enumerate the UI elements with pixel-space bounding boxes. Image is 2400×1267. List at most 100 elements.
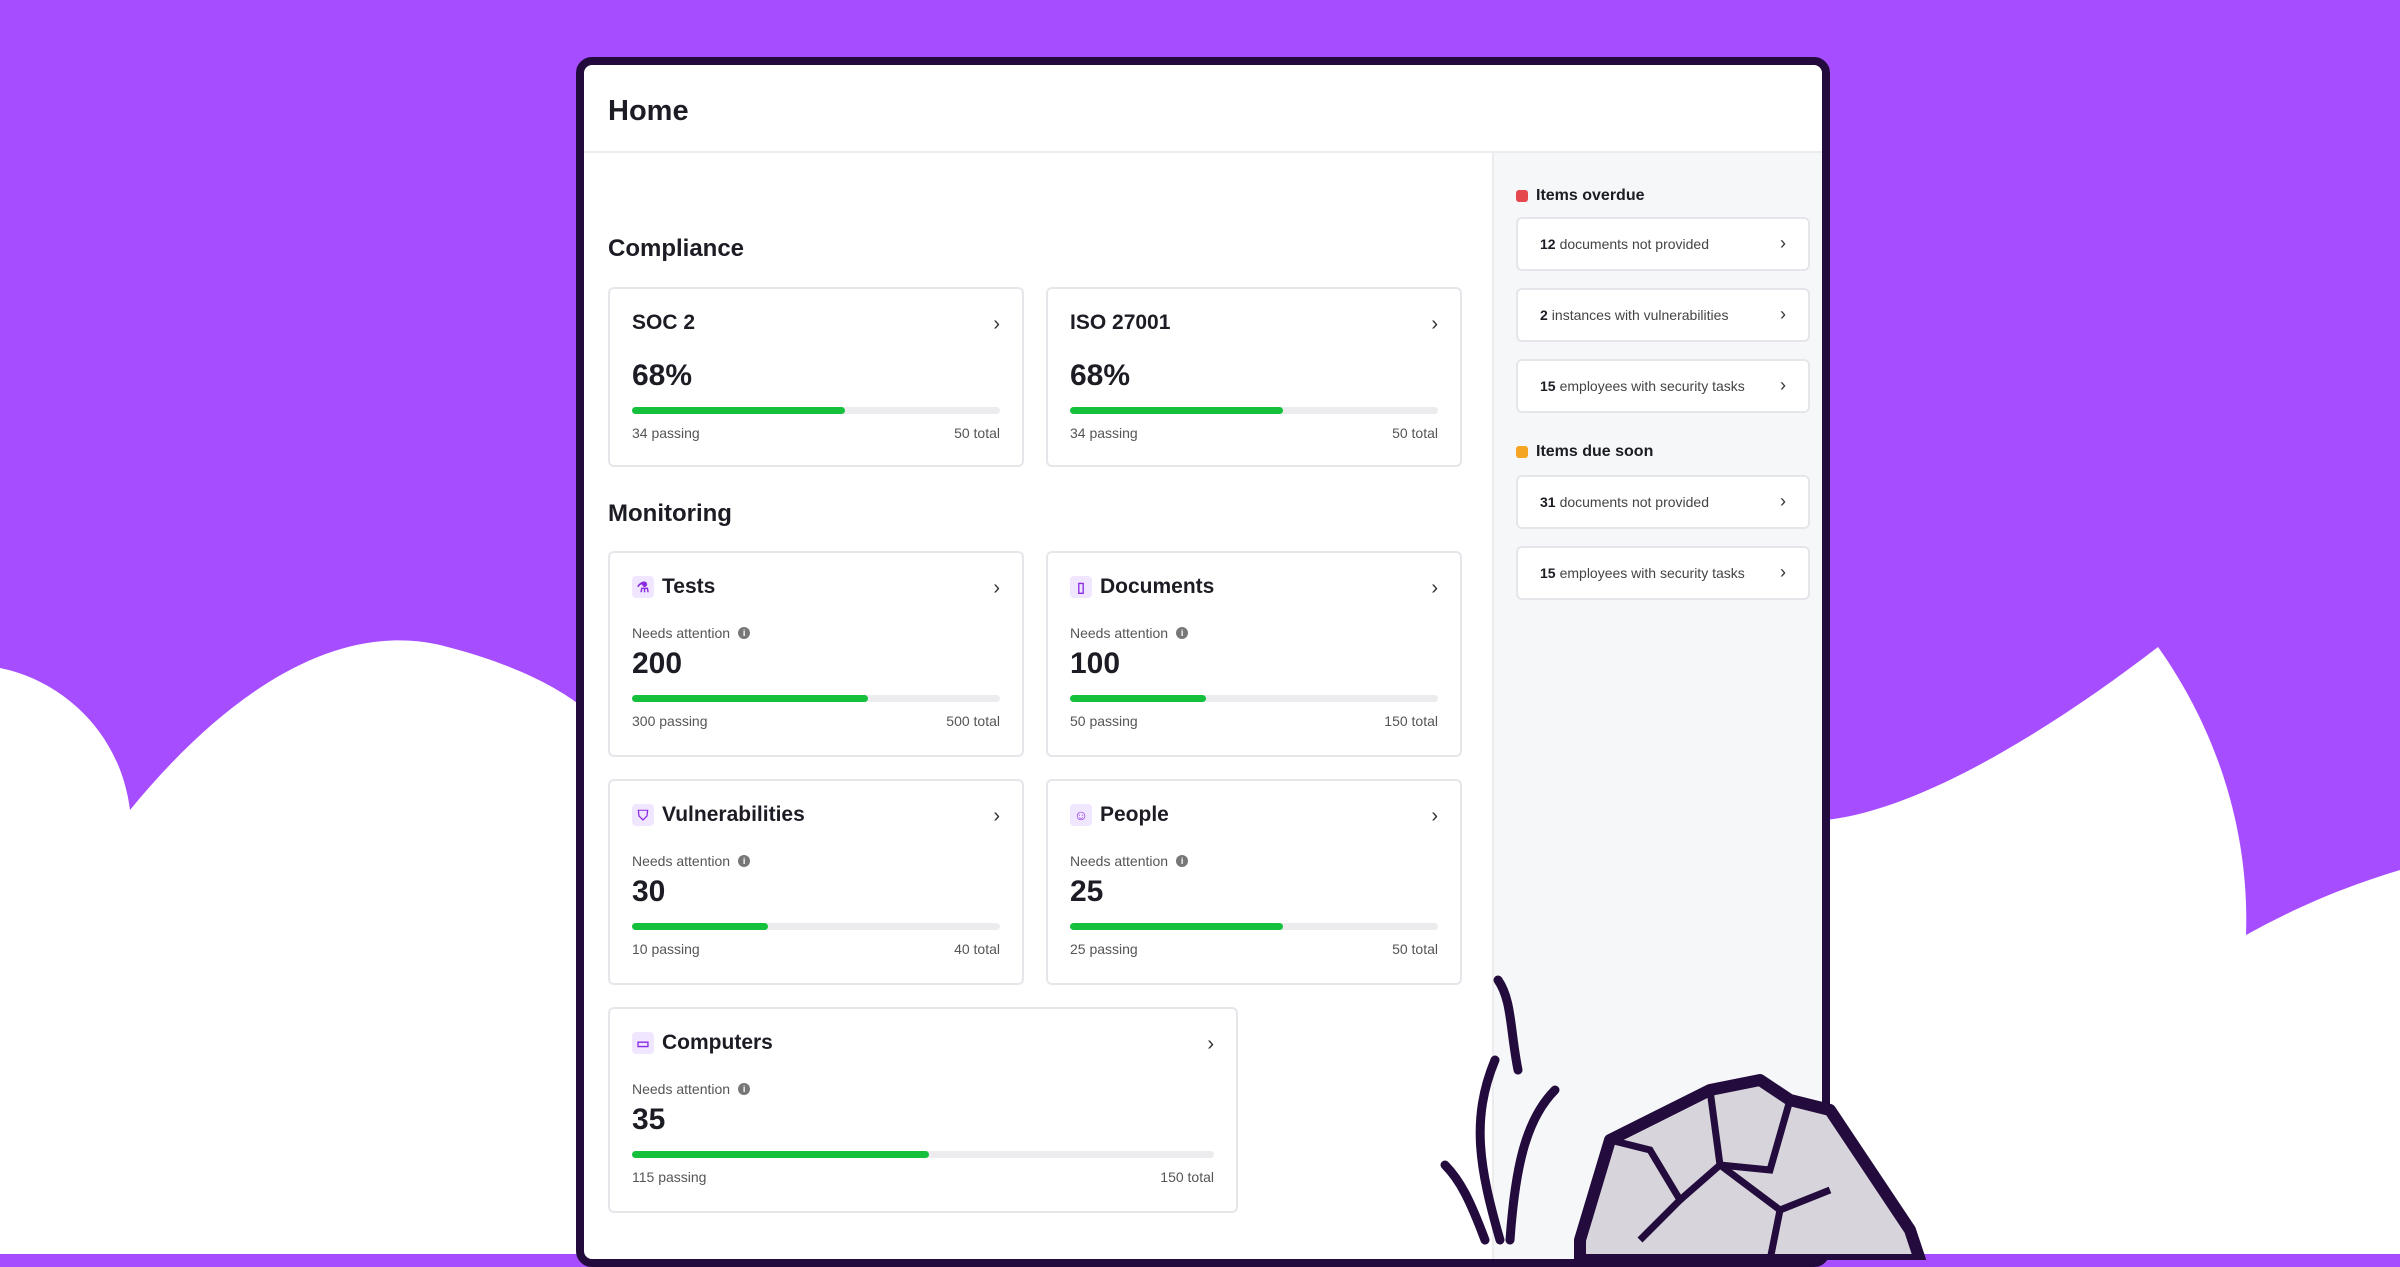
top-bar: Home (584, 65, 1822, 153)
item-text: instances with vulnerabilities (1551, 307, 1729, 323)
passing-count: 34 passing (632, 425, 700, 441)
attention-value: 35 (632, 1103, 666, 1136)
due-soon-item[interactable]: 15 employees with security tasks › (1516, 546, 1810, 600)
info-icon[interactable]: i (738, 627, 751, 639)
compliance-card-soc2[interactable]: SOC 2 › 68% 34 passing 50 total (608, 287, 1024, 467)
progress-fill (632, 407, 846, 414)
progress-footer: 34 passing 50 total (1070, 425, 1438, 441)
item-text: employees with security tasks (1559, 378, 1745, 394)
card-title: SOC 2 (632, 311, 695, 335)
chevron-right-icon: › (1780, 562, 1786, 582)
compliance-percent: 68% (632, 359, 693, 392)
passing-count: 50 passing (1070, 713, 1138, 729)
progress-bar (1070, 695, 1438, 702)
card-title: ISO 27001 (1070, 311, 1170, 335)
total-count: 50 total (954, 425, 1000, 441)
passing-count: 115 passing (632, 1169, 707, 1185)
info-icon[interactable]: i (1176, 627, 1189, 639)
info-icon[interactable]: i (738, 1083, 751, 1095)
chevron-right-icon: › (993, 313, 1000, 335)
attention-text: Needs attention (632, 853, 731, 869)
chevron-right-icon: › (1780, 375, 1786, 395)
attention-text: Needs attention (1070, 625, 1169, 641)
progress-bar (632, 407, 1000, 414)
rock-illustration (1440, 975, 1926, 1260)
compliance-heading: Compliance (608, 235, 745, 262)
monitoring-card-tests[interactable]: ⚗ Tests › Needs attention i 200 300 passin… (608, 551, 1024, 757)
monitoring-card-documents[interactable]: ▯ Documents › Needs attention i 100 50 pas… (1046, 551, 1462, 757)
progress-bar (1070, 407, 1438, 414)
chevron-right-icon: › (1780, 304, 1786, 324)
chevron-right-icon: › (1207, 1033, 1214, 1055)
heading-text: Items due soon (1536, 443, 1654, 460)
needs-attention-label: Needs attention i (1070, 853, 1189, 869)
calendar-due-icon (1516, 446, 1528, 458)
attention-text: Needs attention (1070, 853, 1169, 869)
item-count: 31 (1540, 494, 1556, 510)
chevron-right-icon: › (1431, 577, 1438, 599)
chevron-right-icon: › (993, 577, 1000, 599)
page-title: Home (608, 95, 689, 127)
card-name: SOC 2 (632, 311, 696, 334)
computer-icon: ▭ (632, 1032, 654, 1054)
overdue-item[interactable]: 12 documents not provided › (1516, 217, 1810, 271)
attention-text: Needs attention (632, 1081, 731, 1097)
progress-footer: 115 passing 150 total (632, 1169, 1214, 1185)
document-icon: ▯ (1070, 576, 1092, 598)
compliance-card-iso27001[interactable]: ISO 27001 › 68% 34 passing 50 total (1046, 287, 1462, 467)
calendar-overdue-icon (1516, 190, 1528, 202)
total-count: 50 total (1392, 941, 1438, 957)
progress-footer: 10 passing 40 total (632, 941, 1000, 957)
monitoring-card-people[interactable]: ☺ People › Needs attention i 25 25 passing… (1046, 779, 1462, 985)
overdue-item[interactable]: 2 instances with vulnerabilities › (1516, 288, 1810, 342)
card-title: ⚗ Tests (632, 575, 715, 599)
info-icon[interactable]: i (738, 855, 751, 867)
progress-footer: 25 passing 50 total (1070, 941, 1438, 957)
total-count: 150 total (1384, 713, 1438, 729)
item-count: 15 (1540, 565, 1556, 581)
total-count: 500 total (946, 713, 1000, 729)
chevron-right-icon: › (1431, 313, 1438, 335)
chevron-right-icon: › (1780, 491, 1786, 511)
card-name: Vulnerabilities (662, 803, 805, 826)
attention-value: 25 (1070, 875, 1104, 908)
attention-value: 30 (632, 875, 666, 908)
progress-footer: 300 passing 500 total (632, 713, 1000, 729)
items-due-soon-heading: Items due soon (1516, 443, 1653, 461)
needs-attention-label: Needs attention i (632, 625, 751, 641)
chevron-right-icon: › (993, 805, 1000, 827)
info-icon[interactable]: i (1176, 855, 1189, 867)
progress-bar (632, 1151, 1214, 1158)
overdue-item[interactable]: 15 employees with security tasks › (1516, 359, 1810, 413)
needs-attention-label: Needs attention i (1070, 625, 1189, 641)
card-title: ▭ Computers (632, 1031, 773, 1055)
card-title: ☺ People (1070, 803, 1169, 827)
card-name: Tests (662, 575, 716, 598)
progress-bar (632, 923, 1000, 930)
item-count: 15 (1540, 378, 1556, 394)
item-text: documents not provided (1559, 236, 1710, 252)
needs-attention-label: Needs attention i (632, 1081, 751, 1097)
due-soon-item[interactable]: 31 documents not provided › (1516, 475, 1810, 529)
passing-count: 300 passing (632, 713, 708, 729)
chevron-right-icon: › (1431, 805, 1438, 827)
card-name: People (1100, 803, 1169, 826)
heading-text: Items overdue (1536, 187, 1645, 204)
total-count: 50 total (1392, 425, 1438, 441)
item-count: 12 (1540, 236, 1556, 252)
item-count: 2 (1540, 307, 1548, 323)
monitoring-card-computers[interactable]: ▭ Computers › Needs attention i 35 115 pas… (608, 1007, 1238, 1213)
passing-count: 10 passing (632, 941, 700, 957)
chevron-right-icon: › (1780, 233, 1786, 253)
main-content: Compliance SOC 2 › 68% 34 passing 50 tot… (584, 153, 1492, 1259)
progress-fill (1070, 407, 1284, 414)
progress-footer: 34 passing 50 total (632, 425, 1000, 441)
card-name: Documents (1100, 575, 1215, 598)
compliance-percent: 68% (1070, 359, 1131, 392)
attention-text: Needs attention (632, 625, 731, 641)
monitoring-card-vulnerabilities[interactable]: ⛉ Vulnerabilities › Needs attention i 30 1… (608, 779, 1024, 985)
progress-footer: 50 passing 150 total (1070, 713, 1438, 729)
total-count: 40 total (954, 941, 1000, 957)
passing-count: 34 passing (1070, 425, 1138, 441)
progress-fill (1070, 695, 1207, 702)
